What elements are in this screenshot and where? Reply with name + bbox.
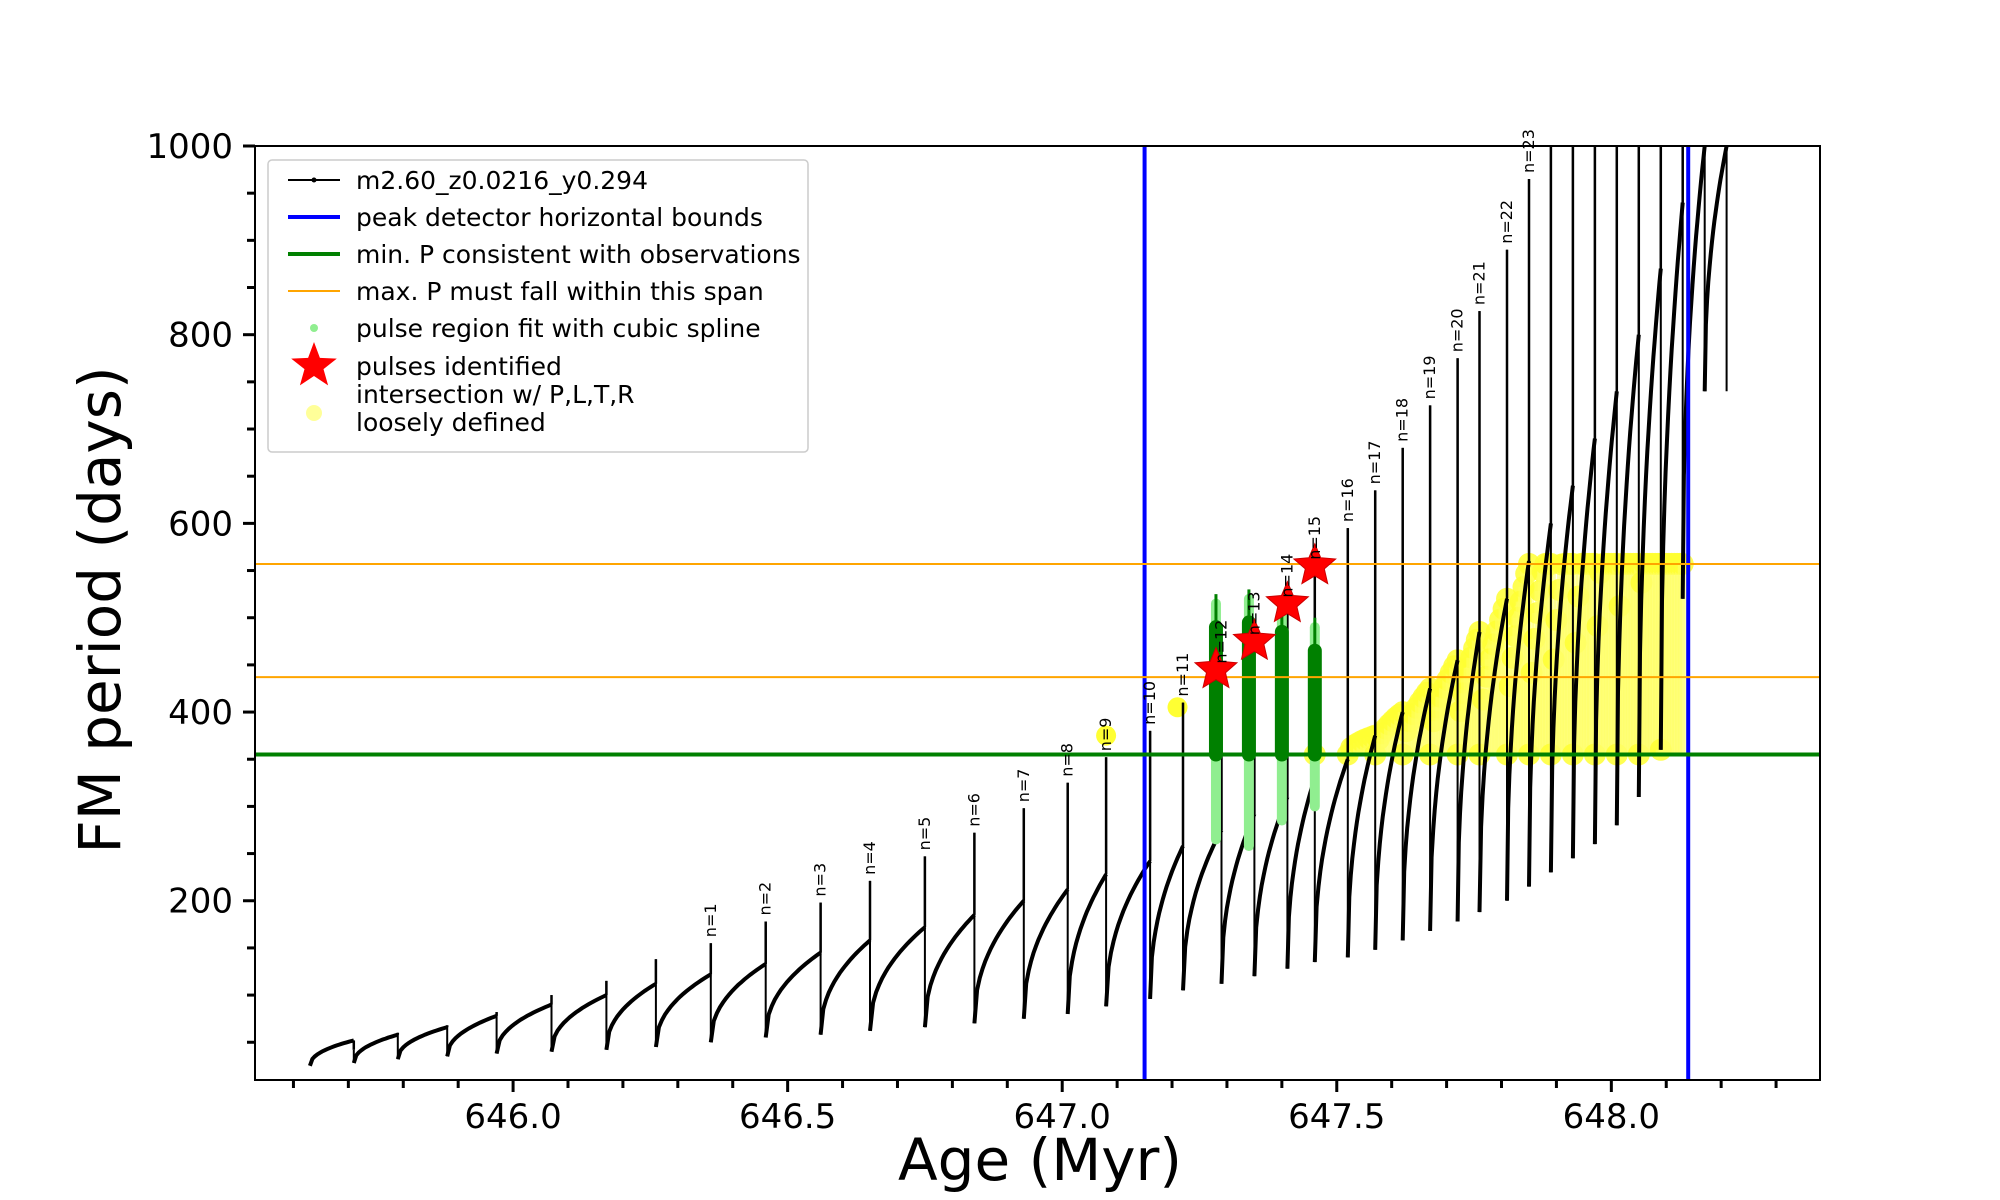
pulse-label: n=18	[1393, 398, 1412, 442]
pulse-label: n=2	[756, 882, 775, 916]
axes-frame	[254, 145, 1821, 1081]
legend-box	[267, 159, 809, 453]
x-tick-label: 647.5	[1288, 1097, 1385, 1137]
pulse-label: n=12	[1212, 620, 1231, 664]
y-axis-label: FM period (days)	[66, 366, 134, 853]
y-tick-label: 1000	[146, 127, 233, 167]
pulse-star	[1292, 542, 1337, 585]
pulse-label: n=1	[701, 903, 720, 937]
pulse-label: n=19	[1420, 355, 1439, 399]
y-tick-label: 200	[168, 882, 233, 922]
series-cycle	[818, 938, 872, 1035]
series-cycle	[868, 925, 927, 1032]
series-cycle	[1148, 845, 1185, 999]
pulse-star	[1232, 618, 1277, 661]
series-cycle	[351, 1032, 399, 1064]
axes: 200 400 600 800 1000 646.0 646.5 647.0 647.5 648.…	[146, 127, 1821, 1137]
series-cycle	[653, 972, 712, 1048]
legend-label: m2.60_z0.0216_y0.294	[356, 166, 648, 195]
series-cycle	[604, 982, 657, 1051]
pulse-star	[1193, 646, 1239, 689]
legend-marker	[306, 405, 322, 421]
series-cycle	[395, 1025, 448, 1060]
y-tick-label: 800	[168, 316, 233, 356]
intersection-column	[1677, 563, 1688, 755]
x-tick-label: 646.0	[464, 1097, 561, 1137]
series-cycle	[308, 1038, 355, 1067]
pulse-star	[1265, 580, 1310, 623]
legend-marker	[310, 324, 318, 332]
series-cycle	[1570, 438, 1597, 859]
series-cycle	[1477, 598, 1509, 913]
pulse-label: n=22	[1497, 200, 1516, 244]
series-cycle	[1527, 523, 1553, 887]
series-cycle	[1658, 202, 1685, 750]
pulse-label: n=10	[1140, 681, 1159, 725]
x-tick-label: 648.0	[1563, 1097, 1660, 1137]
x-tick-label: 647.0	[1014, 1097, 1111, 1137]
pulse-labels: n=1 n=2 n=3 n=4 n=5 n=6 n=7 n=8 n=9 n=10 n=11 n=12 n…	[701, 129, 1538, 937]
pulse-label: n=23	[1519, 129, 1538, 173]
y-tick-label: 400	[168, 693, 233, 733]
series-cycle	[1592, 391, 1619, 845]
series-cycle	[1455, 631, 1482, 922]
pulse-label: n=13	[1244, 591, 1263, 635]
pulse-label: n=17	[1365, 440, 1384, 484]
x-tick-label: 646.5	[739, 1097, 836, 1137]
series-cycle	[708, 962, 767, 1043]
series-cycle	[1021, 888, 1070, 1019]
pulse-label: n=20	[1448, 308, 1467, 352]
x-axis-label: Age (Myr)	[898, 1126, 1182, 1194]
series-cycle	[922, 913, 976, 1028]
series-cycle	[1505, 560, 1531, 901]
legend-label: intersection w/ P,L,T,R loosely defined	[356, 380, 635, 437]
pulse-label: n=5	[915, 817, 934, 851]
intersection-point	[1096, 725, 1117, 746]
pulse-label: n=21	[1470, 261, 1489, 305]
series-cycle	[1636, 268, 1663, 798]
y-tick-label: 600	[168, 504, 233, 544]
legend-marker	[311, 177, 317, 183]
legend-label: peak detector horizontal bounds	[356, 203, 763, 232]
pulse-label: n=14	[1277, 554, 1296, 598]
pulse-label: n=11	[1173, 653, 1192, 697]
series-cycle	[1702, 145, 1729, 392]
legend-label: max. P must fall within this span	[356, 277, 764, 306]
pulse-label: n=16	[1338, 478, 1357, 522]
pulse-label: n=3	[811, 863, 830, 897]
series-cycle	[445, 1013, 498, 1057]
pulses-identified	[1193, 542, 1337, 689]
pulse-label: n=8	[1058, 743, 1077, 777]
series-cycle	[1614, 334, 1641, 826]
series-cycle	[1428, 659, 1460, 931]
intersection-point	[1167, 697, 1188, 718]
series-cycle	[549, 993, 608, 1053]
pulse-label: n=6	[964, 793, 983, 827]
legend-marker	[291, 342, 337, 386]
pulse-label: n=15	[1305, 516, 1324, 560]
pulse-label: n=9	[1096, 718, 1115, 752]
legend-label: pulses identified	[356, 352, 562, 381]
series-cycle	[1065, 873, 1108, 1015]
series-cycle	[1312, 758, 1350, 963]
series-cycle	[494, 1002, 553, 1055]
series-cycle	[972, 899, 1026, 1024]
pulse-label: n=7	[1014, 769, 1033, 803]
series-cycle	[763, 950, 822, 1038]
series-cycle	[1373, 711, 1405, 950]
series-cycle	[1548, 485, 1575, 873]
legend-label: min. P consistent with observations	[356, 240, 801, 269]
pulse-label: n=4	[860, 841, 879, 875]
reference-lines	[255, 146, 1820, 1080]
legend-label: pulse region fit with cubic spline	[356, 314, 761, 343]
